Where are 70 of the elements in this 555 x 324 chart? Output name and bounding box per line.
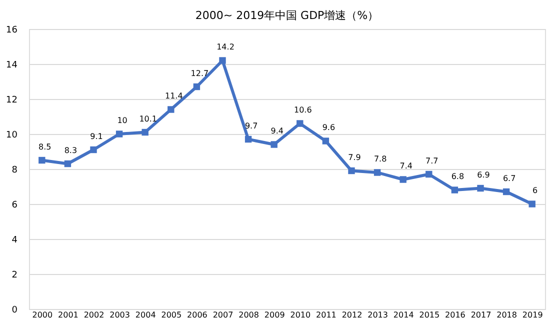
x-tick-label: 2009 (264, 310, 285, 320)
chart-title: 2000~ 2019年中国 GDP增速（%） (195, 9, 379, 22)
point (219, 57, 226, 64)
y-tick-label: 8 (12, 166, 18, 176)
point (477, 184, 484, 192)
point (426, 170, 432, 178)
point (142, 128, 148, 136)
point (502, 188, 510, 196)
x-tick-label: 2014 (393, 310, 414, 320)
data-label: 7.7 (426, 156, 438, 166)
x-tick-label: 2012 (342, 310, 362, 320)
x-tick-label: 2013 (368, 310, 388, 320)
x-tick-label: 2002 (84, 310, 104, 320)
x-tick-label: 2007 (212, 310, 234, 320)
point (296, 120, 304, 127)
x-tick-label: 2005 (161, 310, 182, 320)
data-label: 7.4 (400, 162, 412, 170)
y-tick-label: 0 (12, 306, 18, 316)
data-label: 9.4 (270, 126, 284, 136)
y-tick-label: 16 (6, 26, 18, 36)
y-tick-label: 14 (6, 60, 18, 70)
x-tick-label: 2011 (316, 310, 336, 320)
point (116, 130, 123, 138)
x-tick-label: 2000 (32, 310, 53, 320)
x-tick-label: 2003 (110, 310, 130, 320)
data-label: 12.7 (190, 68, 209, 78)
data-label: 6.9 (477, 170, 490, 180)
data-label: 7.9 (348, 152, 361, 162)
x-tick-label: 2017 (470, 310, 492, 320)
x-tick-label: 2004 (135, 310, 156, 320)
point (374, 169, 381, 176)
data-label: 6.8 (451, 172, 464, 181)
x-tick-label: 2001 (58, 310, 78, 320)
point (451, 186, 458, 194)
x-tick-label: 2008 (238, 310, 259, 320)
x-tick-label: 2015 (419, 310, 440, 320)
x-tick-label: 2018 (496, 310, 517, 320)
point (400, 176, 406, 183)
data-label: 9.7 (244, 121, 258, 130)
point (322, 138, 330, 144)
point (270, 141, 278, 148)
data-label: 6.7 (502, 174, 516, 183)
point (64, 160, 72, 168)
x-tick-label: 2016 (445, 310, 466, 320)
data-label: 6 (532, 186, 538, 195)
point (90, 146, 97, 154)
data-label: 8.3 (64, 146, 78, 155)
point (168, 106, 174, 113)
data-label: 10.6 (294, 106, 312, 114)
data-label: 10 (117, 116, 128, 125)
data-label: 8.5 (38, 142, 52, 152)
data-label: 9.6 (322, 123, 336, 132)
point (193, 83, 200, 90)
y-tick-label: 6 (12, 200, 18, 210)
data-label: 7.8 (374, 154, 387, 164)
y-tick-label: 10 (6, 130, 18, 140)
y-tick-label: 12 (6, 96, 18, 106)
point (348, 167, 355, 174)
point (38, 156, 46, 164)
data-label: 9.1 (90, 132, 103, 141)
point (528, 200, 536, 208)
data-label: 14.2 (216, 42, 234, 52)
x-tick-label: 2006 (187, 310, 208, 320)
data-label: 10.1 (139, 114, 158, 124)
data-label: 11.4 (164, 92, 183, 100)
y-tick-label: 4 (12, 236, 18, 246)
x-tick-label: 2010 (290, 310, 311, 320)
x-tick-label: 2019 (522, 310, 543, 320)
point (244, 136, 252, 143)
y-tick-label: 2 (12, 270, 18, 280)
